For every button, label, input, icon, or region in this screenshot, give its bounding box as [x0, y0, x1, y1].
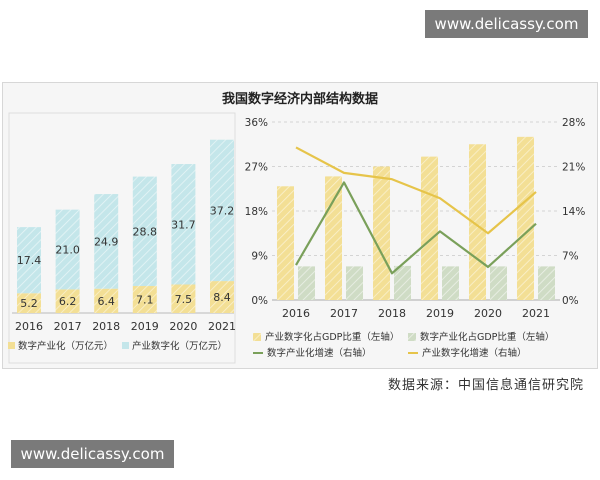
- left-tick-label: 36%: [245, 117, 268, 129]
- value-label-top: 37.2: [210, 204, 235, 217]
- watermark-top: www.delicassy.com: [425, 10, 588, 38]
- bar-digital-industrialization: [55, 289, 80, 313]
- value-label-bottom: 8.4: [213, 291, 231, 304]
- value-label-bottom: 7.1: [136, 294, 154, 307]
- x-tick-label: 2019: [426, 307, 454, 320]
- bar-industrial-digitization-share: [325, 176, 342, 300]
- bar-industrial-digitization: [55, 209, 80, 290]
- bar-digital-industrialization: [132, 286, 157, 313]
- value-label-top: 17.4: [17, 254, 42, 267]
- value-label-bottom: 6.4: [97, 295, 115, 308]
- bar-industrial-digitization-share: [421, 156, 438, 300]
- value-label-top: 31.7: [171, 218, 196, 231]
- value-label-top: 28.8: [133, 225, 158, 238]
- right-tick-label: 28%: [562, 117, 585, 129]
- x-tick-label: 2016: [15, 320, 43, 333]
- value-label-bottom: 7.5: [175, 293, 193, 306]
- bar-industrial-digitization: [94, 194, 119, 289]
- bar-digital-industrialization: [210, 281, 234, 313]
- left-tick-label: 18%: [245, 206, 268, 218]
- x-tick-label: 2017: [54, 320, 82, 333]
- x-tick-label: 2021: [208, 320, 236, 333]
- left-tick-label: 9%: [251, 251, 268, 263]
- legend-label: 产业数字化占GDP比重（左轴）: [265, 331, 399, 343]
- value-label-bottom: 5.2: [20, 297, 38, 310]
- data-source: 数据来源：中国信息通信研究院: [388, 378, 585, 393]
- bar-digital-industrialization-share: [490, 266, 507, 300]
- bar-industrial-digitization-share: [373, 166, 390, 300]
- left-inner-frame: [8, 112, 236, 364]
- legend-swatch-green-bar: [408, 333, 416, 341]
- bar-industrial-digitization: [171, 164, 196, 285]
- combo-chart: 0% 9% 18% 27% 36% 0% 7% 14% 21% 28% 2016 2017 2018 20…: [245, 117, 586, 359]
- right-tick-label: 0%: [562, 295, 579, 307]
- legend-label: 数字产业化增速（右轴）: [267, 347, 372, 359]
- value-label-top: 24.9: [94, 235, 119, 248]
- value-label-top: 21.0: [55, 244, 80, 257]
- line-industrial-digitization-growth: [295, 146, 537, 235]
- bar-industrial-digitization-share: [517, 136, 534, 300]
- bar-digital-industrialization-share: [346, 266, 363, 300]
- chart-title: 我国数字经济内部结构数据: [221, 92, 378, 107]
- stacked-bar-chart: 5.2 17.4 2016 6.2 21.0 2017 6.4 24.9 2018 7.1 28.8…: [8, 112, 236, 364]
- x-tick-label: 2017: [330, 307, 358, 320]
- x-tick-label: 2021: [522, 307, 550, 320]
- bar-digital-industrialization-share: [442, 266, 459, 300]
- bar-industrial-digitization: [17, 227, 41, 294]
- x-tick-label: 2016: [282, 307, 310, 320]
- legend-label: 产业数字化增速（右轴）: [422, 347, 527, 359]
- legend-swatch-yellow-bar: [253, 333, 261, 341]
- left-tick-label: 27%: [245, 162, 268, 174]
- right-tick-label: 21%: [562, 162, 585, 174]
- x-tick-label: 2020: [169, 320, 197, 333]
- x-tick-label: 2018: [378, 307, 406, 320]
- legend-label: 数字产业化（万亿元）: [18, 340, 113, 352]
- right-tick-label: 7%: [562, 251, 579, 263]
- bar-industrial-digitization: [210, 139, 234, 282]
- watermark-bottom: www.delicassy.com: [11, 440, 174, 468]
- legend-swatch-cyan: [122, 342, 129, 349]
- bar-industrial-digitization: [132, 176, 157, 287]
- bar-digital-industrialization-share: [538, 266, 555, 300]
- bar-digital-industrialization-share: [394, 265, 411, 300]
- x-tick-label: 2020: [474, 307, 502, 320]
- x-tick-label: 2019: [131, 320, 159, 333]
- bar-industrial-digitization-share: [277, 186, 294, 300]
- value-label-bottom: 6.2: [59, 295, 77, 308]
- bar-digital-industrialization: [171, 284, 196, 313]
- legend-label: 产业数字化（万亿元）: [132, 340, 227, 352]
- right-tick-label: 14%: [562, 206, 585, 218]
- legend-swatch-yellow: [8, 342, 15, 349]
- x-tick-label: 2018: [92, 320, 120, 333]
- bar-digital-industrialization-share: [298, 266, 315, 300]
- bar-digital-industrialization: [17, 293, 41, 313]
- bar-digital-industrialization: [94, 288, 119, 313]
- line-digital-industrialization-growth: [295, 181, 537, 275]
- left-tick-label: 0%: [251, 295, 268, 307]
- legend-label: 数字产业化占GDP比重（左轴）: [420, 331, 554, 343]
